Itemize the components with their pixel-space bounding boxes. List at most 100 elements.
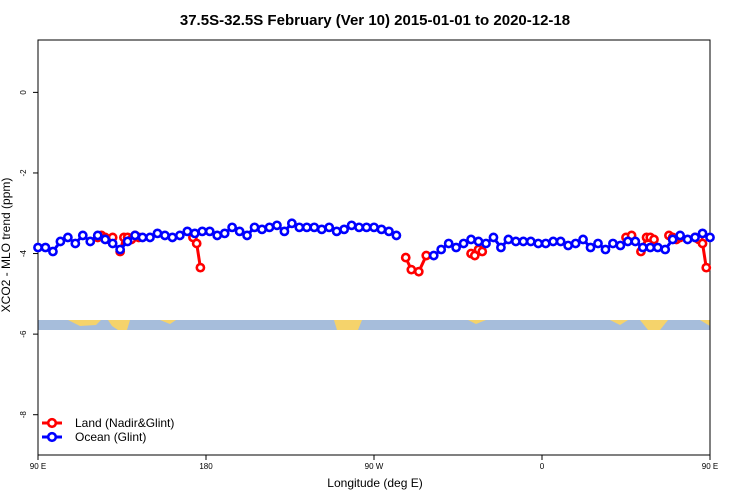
ocean-series-point [593, 238, 603, 249]
ocean-series-point [249, 222, 260, 233]
ocean-series-point [503, 234, 514, 245]
ocean-series-point [174, 230, 185, 241]
land-series-point [701, 262, 712, 273]
ocean-series-point [189, 228, 200, 239]
y-axis: 0 -2 -4 -6 -8 [19, 90, 38, 419]
x-axis: 90 E 180 90 W 0 90 E [30, 455, 718, 471]
ocean-series-point [361, 222, 372, 233]
ocean-band [38, 320, 710, 330]
ocean-series-point [682, 234, 693, 245]
land-series-point [400, 252, 411, 263]
ocean-series-point [645, 242, 656, 253]
ocean-series-point [294, 222, 305, 233]
ocean-series-point [384, 226, 394, 237]
ocean-series-point [331, 226, 342, 237]
series-layer [33, 218, 715, 277]
ocean-series-point [637, 242, 648, 253]
legend-ocean-label: Ocean (Glint) [75, 430, 146, 444]
ocean-series-point [667, 234, 678, 245]
ocean-series-point [563, 240, 574, 251]
legend-land-marker [46, 417, 58, 429]
ocean-series-point [264, 222, 275, 233]
x-tick-label: 0 [540, 462, 545, 471]
ocean-series-point [533, 238, 544, 249]
ocean-series-point [443, 238, 454, 249]
ocean-series-point [570, 238, 581, 249]
ocean-series-point [697, 228, 708, 239]
ocean-series-point [100, 234, 111, 245]
x-tick-label: 90 E [30, 462, 46, 471]
ocean-series-point [339, 224, 350, 235]
ocean-series-point [197, 226, 208, 237]
ocean-series-point [346, 220, 357, 231]
land-patch [68, 320, 101, 326]
ocean-series-point [518, 236, 529, 247]
ocean-series-point [92, 230, 103, 241]
ocean-series-point [488, 232, 499, 243]
ocean-series-point [145, 232, 155, 243]
ocean-series-point [122, 236, 133, 247]
land-series-point [191, 238, 202, 249]
chart-title: 37.5S-32.5S February (Ver 10) 2015-01-01… [180, 12, 570, 29]
ocean-series-point [301, 222, 312, 233]
ocean-series-point [286, 218, 297, 229]
ocean-series-point [115, 244, 126, 255]
ocean-series-point [458, 238, 469, 249]
ocean-series-point [234, 226, 245, 237]
ocean-series-point [548, 236, 559, 247]
ocean-series-point [622, 236, 633, 247]
ocean-series-point [578, 234, 588, 245]
ocean-series-point [675, 230, 686, 241]
y-tick-label: 0 [19, 90, 28, 95]
ocean-series-point [436, 244, 447, 255]
ocean-series [33, 218, 715, 261]
x-tick-label: 180 [199, 462, 213, 471]
ocean-series-point [77, 230, 88, 241]
land-series-point [697, 238, 708, 249]
ocean-series-point [48, 246, 58, 257]
ocean-series-point [212, 230, 223, 241]
x-tick-label: 90 E [702, 462, 718, 471]
ocean-series-point [309, 222, 320, 233]
ocean-series-point [690, 232, 700, 243]
ocean-series-point [540, 238, 551, 249]
land-series-point [195, 262, 206, 273]
ocean-series-point [324, 222, 335, 233]
ocean-series-point [376, 224, 387, 235]
land-series-point [649, 234, 659, 245]
land-patch [640, 320, 668, 330]
land-series-point [421, 250, 432, 261]
ocean-series-point [630, 236, 641, 247]
ocean-series-point [496, 242, 506, 253]
ocean-series-point [70, 238, 81, 249]
ocean-series-point [62, 232, 73, 243]
y-tick-label: -2 [19, 169, 28, 177]
ocean-series-point [152, 228, 163, 239]
ocean-series-point [473, 236, 484, 247]
ocean-series-point [510, 236, 521, 247]
legend-land-label: Land (Nadir&Glint) [75, 416, 174, 430]
ocean-series-point [660, 244, 671, 255]
land-patch [334, 320, 362, 330]
ocean-land-band [38, 320, 710, 330]
ocean-series-point [272, 220, 282, 231]
ocean-series-point [600, 244, 611, 255]
x-tick-label: 90 W [365, 462, 384, 471]
y-axis-label: XCO2 - MLO trend (ppm) [0, 178, 13, 313]
y-tick-label: -8 [19, 411, 28, 419]
ocean-series-point [525, 236, 536, 247]
x-axis-label: Longitude (deg E) [327, 476, 422, 490]
ocean-series-point [257, 224, 267, 235]
ocean-series-point [182, 226, 193, 237]
ocean-series-point [219, 228, 230, 239]
land-patch [700, 320, 710, 326]
y-tick-label: -6 [19, 330, 28, 338]
land-patch [108, 320, 130, 330]
ocean-series-point [481, 238, 491, 249]
ocean-series-point [391, 230, 402, 241]
ocean-series-point [40, 242, 51, 253]
ocean-series-point [85, 236, 96, 247]
ocean-series-point [227, 222, 238, 233]
ocean-series-point [107, 238, 118, 249]
